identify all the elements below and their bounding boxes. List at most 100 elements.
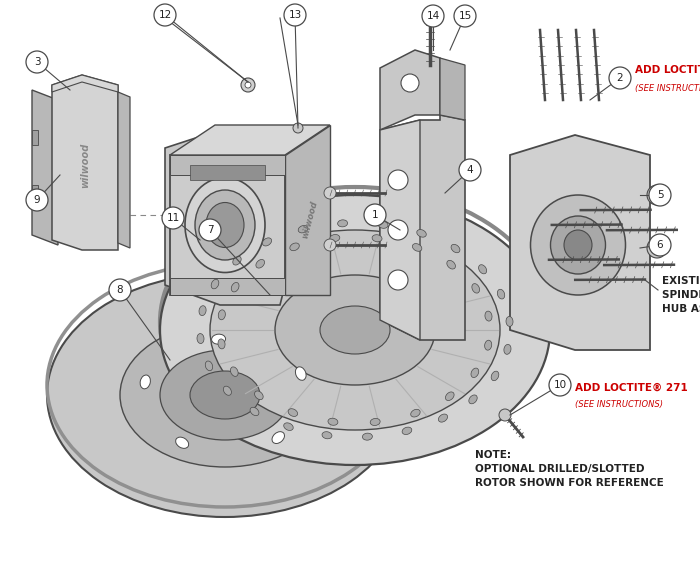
Ellipse shape bbox=[411, 409, 420, 417]
Polygon shape bbox=[52, 75, 118, 250]
Circle shape bbox=[499, 409, 511, 421]
Polygon shape bbox=[170, 155, 285, 175]
Text: 15: 15 bbox=[458, 11, 472, 21]
Circle shape bbox=[653, 244, 661, 252]
Polygon shape bbox=[190, 165, 265, 180]
Ellipse shape bbox=[288, 409, 298, 416]
Ellipse shape bbox=[255, 391, 263, 400]
Text: ADD LOCTITE® 271: ADD LOCTITE® 271 bbox=[635, 65, 700, 75]
Circle shape bbox=[649, 184, 671, 206]
Circle shape bbox=[324, 239, 336, 251]
Polygon shape bbox=[170, 155, 285, 295]
Ellipse shape bbox=[262, 238, 272, 246]
Text: 8: 8 bbox=[117, 285, 123, 295]
Circle shape bbox=[324, 187, 336, 199]
Circle shape bbox=[26, 51, 48, 73]
Ellipse shape bbox=[412, 244, 422, 252]
Text: 4: 4 bbox=[467, 165, 473, 175]
Polygon shape bbox=[285, 125, 330, 295]
Text: 9: 9 bbox=[34, 195, 41, 205]
Polygon shape bbox=[380, 115, 465, 340]
Text: 2: 2 bbox=[617, 73, 623, 83]
Circle shape bbox=[649, 234, 671, 256]
Ellipse shape bbox=[469, 395, 477, 404]
Ellipse shape bbox=[218, 310, 225, 320]
Ellipse shape bbox=[484, 340, 491, 350]
Text: wilwood: wilwood bbox=[300, 200, 319, 240]
Text: 7: 7 bbox=[206, 225, 214, 235]
Ellipse shape bbox=[363, 433, 372, 440]
Polygon shape bbox=[52, 75, 118, 92]
Circle shape bbox=[609, 67, 631, 89]
Circle shape bbox=[454, 5, 476, 27]
Ellipse shape bbox=[176, 437, 189, 448]
Text: 5: 5 bbox=[657, 190, 664, 200]
Ellipse shape bbox=[328, 418, 338, 425]
Circle shape bbox=[241, 78, 255, 92]
Polygon shape bbox=[32, 90, 58, 245]
Ellipse shape bbox=[479, 265, 486, 274]
Ellipse shape bbox=[471, 368, 479, 377]
Ellipse shape bbox=[402, 427, 412, 434]
Ellipse shape bbox=[447, 261, 456, 269]
Ellipse shape bbox=[451, 244, 460, 253]
Circle shape bbox=[647, 238, 667, 258]
Ellipse shape bbox=[337, 220, 348, 227]
Ellipse shape bbox=[320, 306, 390, 354]
Circle shape bbox=[388, 170, 408, 190]
Polygon shape bbox=[32, 130, 38, 145]
Circle shape bbox=[647, 185, 667, 205]
Ellipse shape bbox=[491, 371, 499, 381]
Ellipse shape bbox=[497, 289, 505, 299]
Text: NOTE:
OPTIONAL DRILLED/SLOTTED
ROTOR SHOWN FOR REFERENCE: NOTE: OPTIONAL DRILLED/SLOTTED ROTOR SHO… bbox=[475, 450, 664, 488]
Ellipse shape bbox=[223, 386, 232, 395]
Text: 1: 1 bbox=[372, 210, 378, 220]
Ellipse shape bbox=[256, 259, 265, 268]
Circle shape bbox=[422, 5, 444, 27]
Ellipse shape bbox=[160, 195, 550, 465]
Polygon shape bbox=[170, 278, 285, 295]
Circle shape bbox=[284, 4, 306, 26]
Ellipse shape bbox=[378, 221, 388, 228]
Ellipse shape bbox=[185, 178, 265, 272]
Ellipse shape bbox=[195, 190, 255, 260]
Ellipse shape bbox=[295, 367, 306, 380]
Circle shape bbox=[653, 191, 661, 199]
Ellipse shape bbox=[120, 323, 330, 467]
Ellipse shape bbox=[233, 256, 242, 265]
Ellipse shape bbox=[531, 195, 626, 295]
Ellipse shape bbox=[160, 350, 290, 440]
Polygon shape bbox=[380, 50, 440, 130]
Circle shape bbox=[401, 74, 419, 92]
Polygon shape bbox=[118, 92, 130, 248]
Ellipse shape bbox=[206, 202, 244, 248]
Circle shape bbox=[388, 220, 408, 240]
Circle shape bbox=[549, 374, 571, 396]
Ellipse shape bbox=[438, 414, 447, 422]
Polygon shape bbox=[440, 58, 465, 120]
Polygon shape bbox=[170, 125, 330, 155]
Ellipse shape bbox=[140, 375, 150, 389]
Text: 3: 3 bbox=[34, 57, 41, 67]
Ellipse shape bbox=[47, 273, 403, 517]
Circle shape bbox=[26, 189, 48, 211]
Ellipse shape bbox=[275, 275, 435, 385]
Ellipse shape bbox=[370, 418, 380, 425]
Ellipse shape bbox=[290, 243, 300, 250]
Ellipse shape bbox=[472, 284, 480, 293]
Ellipse shape bbox=[564, 230, 592, 260]
Polygon shape bbox=[165, 130, 285, 305]
Ellipse shape bbox=[218, 339, 225, 349]
Text: (SEE INSTRUCTIONS): (SEE INSTRUCTIONS) bbox=[635, 83, 700, 92]
Circle shape bbox=[109, 279, 131, 301]
Text: 13: 13 bbox=[288, 10, 302, 20]
Polygon shape bbox=[510, 135, 650, 350]
Circle shape bbox=[293, 123, 303, 133]
Circle shape bbox=[199, 219, 221, 241]
Ellipse shape bbox=[211, 279, 219, 289]
Ellipse shape bbox=[298, 226, 308, 233]
Ellipse shape bbox=[199, 306, 206, 316]
Ellipse shape bbox=[250, 407, 259, 416]
Circle shape bbox=[388, 270, 408, 290]
Ellipse shape bbox=[322, 431, 332, 439]
